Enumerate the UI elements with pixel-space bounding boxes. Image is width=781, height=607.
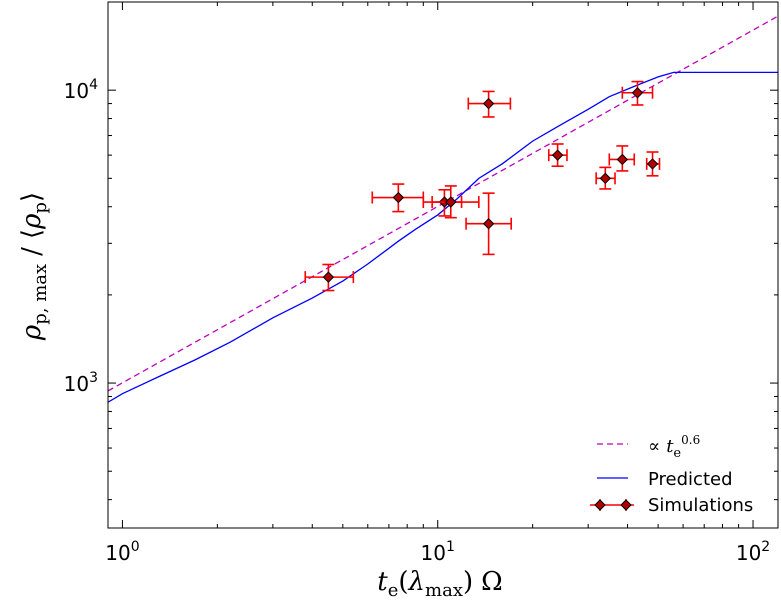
- simulation-marker: [482, 97, 495, 110]
- ticks-layer: 100 101 102 103 104: [64, 1, 778, 565]
- series-layer: [108, 15, 778, 403]
- y-tick-label: 104: [64, 77, 98, 103]
- legend-fit-prefix: ∝: [648, 436, 660, 457]
- x-label-lambda-sub: max: [425, 580, 463, 601]
- simulation-point: [547, 143, 568, 168]
- legend: ∝ te0.6 Predicted Simulations: [590, 433, 753, 516]
- x-tick-label: 101: [421, 539, 455, 565]
- legend-simulations-swatch: [590, 499, 634, 511]
- simulation-point: [467, 90, 512, 118]
- simulation-marker: [445, 196, 457, 208]
- simulation-marker: [631, 87, 644, 99]
- y-tick-label: 103: [64, 370, 98, 396]
- legend-fit-sup: 0.6: [681, 433, 700, 447]
- y-axis-label: ρp, max/⟨ρp⟩: [17, 192, 51, 341]
- x-label-paren-close: ): [463, 567, 473, 597]
- legend-fit-sub: e: [673, 446, 681, 461]
- simulation-point: [304, 263, 355, 292]
- simulation-marker: [551, 149, 564, 161]
- legend-fit-var: t: [666, 436, 674, 457]
- simulation-point: [465, 192, 512, 256]
- simulation-marker: [482, 218, 495, 230]
- x-label-omega: Ω: [481, 567, 503, 597]
- simulation-point: [621, 80, 654, 106]
- simulation-point: [608, 145, 636, 172]
- simulation-point: [422, 188, 463, 217]
- simulation-marker: [646, 158, 659, 170]
- x-tick-label: 102: [736, 539, 770, 565]
- x-tick-label: 100: [105, 539, 139, 565]
- simulation-point: [371, 183, 425, 213]
- points-layer: [304, 80, 661, 292]
- legend-predicted-label: Predicted: [648, 469, 733, 490]
- plot-frame: [107, 1, 779, 529]
- legend-simulations-label: Simulations: [648, 495, 753, 516]
- y-label-angle-close: ⟩: [17, 192, 47, 202]
- simulation-point: [595, 166, 616, 190]
- predicted-line: [108, 71, 778, 403]
- simulation-marker: [599, 172, 612, 185]
- simulation-marker: [392, 191, 405, 204]
- x-label-lambda: λ: [408, 567, 425, 597]
- simulation-marker: [322, 271, 335, 283]
- simulation-point: [645, 151, 661, 177]
- y-label-angle-open: ⟨: [17, 229, 47, 239]
- legend-fit-label: ∝ te0.6: [648, 433, 700, 461]
- simulation-point: [431, 185, 480, 219]
- simulation-marker: [616, 153, 629, 166]
- y-label-slash: /: [17, 247, 47, 256]
- y-label-sub: p, max: [30, 264, 51, 325]
- x-axis-label: te(λmax) Ω: [377, 567, 502, 601]
- x-label-paren-open: (: [398, 567, 408, 597]
- x-label-var: t: [377, 567, 388, 597]
- x-label-sub: e: [388, 580, 399, 601]
- y-label-var2: ρ: [17, 213, 47, 230]
- y-label-sub2: p: [30, 202, 51, 214]
- y-label-var: ρ: [17, 324, 47, 341]
